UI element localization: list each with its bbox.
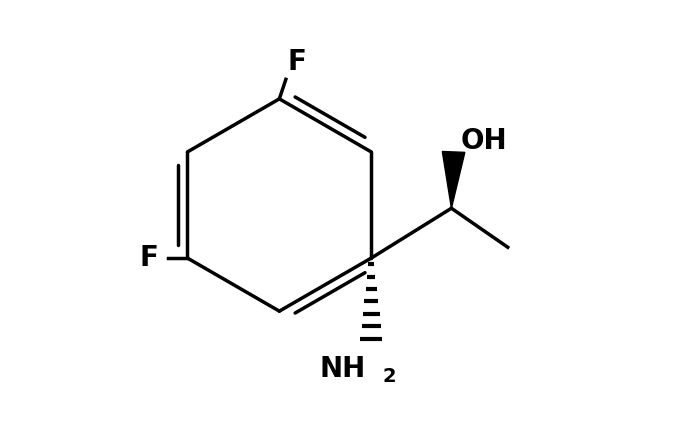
Text: 2: 2 — [382, 367, 396, 386]
Text: OH: OH — [460, 127, 507, 155]
Text: NH: NH — [320, 354, 366, 382]
Text: F: F — [139, 244, 158, 272]
Polygon shape — [442, 151, 465, 208]
Text: F: F — [287, 48, 306, 76]
